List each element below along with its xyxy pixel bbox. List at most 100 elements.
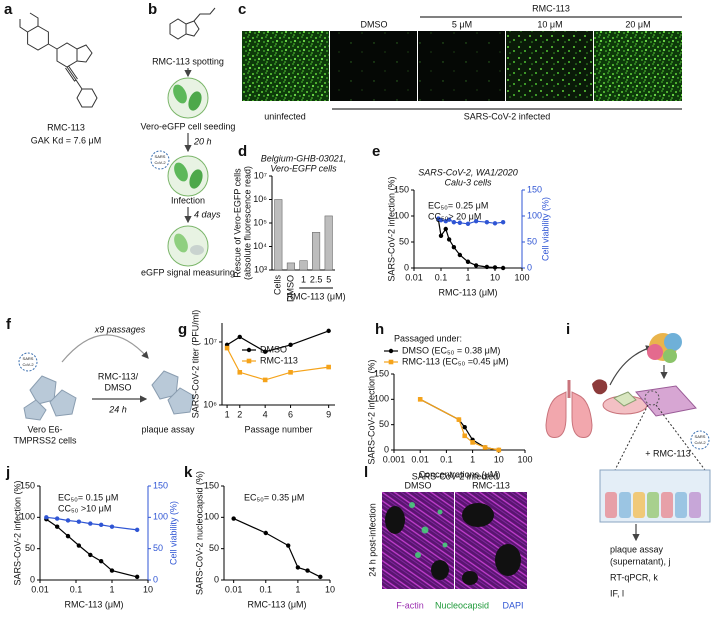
x-tick-label: 0.01 — [31, 584, 49, 594]
readout-label: IF, l — [610, 588, 624, 598]
indole-ring — [185, 7, 216, 37]
bar — [312, 232, 321, 271]
x-axis-label: RMC-113 (μM) — [64, 599, 123, 609]
x-tick-label: 100 — [514, 272, 529, 282]
y-tick-label: 10⁴ — [253, 241, 267, 251]
data-point — [98, 559, 104, 564]
virus-badge — [150, 150, 170, 170]
dark-region — [495, 544, 521, 576]
panel-label: e — [372, 143, 380, 160]
cell-cluster — [647, 333, 682, 363]
data-point — [109, 568, 115, 573]
well-icon — [167, 77, 209, 119]
x-tick-label: 10 — [490, 272, 500, 282]
well-plate — [635, 385, 697, 417]
y-tick-label: 100 — [394, 210, 409, 220]
y-tick-label: 0 — [384, 444, 389, 454]
cell-icon — [189, 169, 203, 189]
legend-label: DMSO (EC₅₀ = 0.38 μM) — [402, 345, 500, 355]
x-tick-label: 1 — [225, 409, 230, 419]
data-point — [262, 349, 268, 354]
passage-label: x9 passages — [94, 324, 146, 334]
infected-cell — [409, 502, 415, 508]
data-point — [109, 524, 115, 529]
chart-title: Belgium-GHB-03021, — [261, 153, 347, 163]
row-label: 24 h post-infection — [367, 503, 377, 577]
micrograph-cells — [418, 31, 505, 101]
tissue-slice — [613, 391, 637, 407]
lung-icon — [571, 391, 593, 438]
x-tick-label: 0.1 — [260, 584, 273, 594]
y-tick-label: 10³ — [254, 264, 267, 274]
chart-title: Vero-EGFP cells — [270, 163, 337, 173]
y-tick-label: 150 — [394, 184, 409, 194]
x-tick-label: 10 — [325, 584, 335, 594]
x-tick-label: 0.01 — [225, 584, 243, 594]
x-tick-label: 100 — [517, 454, 532, 464]
y2-axis-label: Cell viability (%) — [168, 501, 178, 565]
time-label: 24 h — [108, 404, 127, 414]
micrograph-cells — [594, 31, 682, 101]
series-line — [45, 518, 138, 578]
cell-icon — [188, 91, 202, 111]
y-axis-label: Rescue of Vero-EGFP cells — [232, 168, 242, 278]
methoxy-group — [19, 12, 39, 33]
y-axis-label: (absolute fluorescence read) — [242, 166, 252, 280]
legend-marker — [246, 347, 252, 353]
data-point — [443, 226, 448, 232]
data-point — [54, 516, 60, 521]
panel-label: a — [4, 1, 13, 18]
data-point — [482, 445, 488, 450]
axis — [393, 374, 525, 451]
column-label: 5 μM — [452, 19, 472, 29]
data-point — [438, 233, 444, 238]
data-point — [54, 524, 60, 529]
virus-text: CoV-2 — [22, 362, 34, 367]
channel-label: F-actin — [396, 600, 424, 610]
data-point — [492, 221, 498, 226]
panel-label: k — [184, 464, 193, 481]
y-tick-label: 10⁶ — [253, 194, 267, 204]
passage-arrow — [61, 334, 149, 363]
cluster-blob — [647, 344, 663, 360]
alkyne — [65, 65, 83, 90]
channel-label: Nucleocapsid — [435, 600, 489, 610]
y-tick-label: 100 — [20, 512, 35, 522]
treatment-label: + RMC-113 — [645, 448, 691, 458]
x-tick-label: 0.001 — [383, 454, 406, 464]
y-tick-label: 100 — [374, 394, 389, 404]
x-tick-label: 1 — [109, 584, 114, 594]
epithelium-cells — [605, 492, 701, 518]
virus-badge — [690, 430, 710, 450]
cells-icon — [23, 375, 77, 421]
lung-icon — [545, 391, 567, 438]
data-point — [446, 237, 452, 242]
data-point — [231, 516, 236, 521]
data-point — [451, 245, 457, 250]
x-tick-label: 2.5 — [310, 274, 323, 284]
epithelial-cell — [647, 492, 659, 518]
legend-label: DMSO — [260, 344, 287, 354]
x-tick-label: 0.1 — [440, 454, 453, 464]
micrograph-cells — [506, 31, 593, 101]
data-point — [438, 217, 444, 223]
y-tick-label: 10⁶ — [203, 399, 217, 409]
data-point — [237, 334, 242, 340]
readout-label: (supernatant), j — [610, 556, 671, 566]
y-tick-label: 10⁷ — [204, 336, 217, 346]
data-point — [417, 397, 423, 402]
series-line — [233, 518, 321, 578]
data-point — [496, 447, 502, 453]
x-tick-label: 1 — [301, 274, 306, 284]
epithelial-cell — [689, 492, 701, 518]
data-point — [484, 220, 490, 225]
y-tick-label: 50 — [399, 236, 409, 246]
data-point — [456, 417, 462, 422]
cell-shape — [49, 389, 77, 417]
treatment-label: DMSO — [105, 382, 132, 392]
data-point — [500, 220, 506, 225]
legend-marker — [388, 359, 394, 365]
data-point — [88, 552, 93, 558]
y-axis-label: SARS-CoV-2 titer (PFU/ml) — [190, 310, 200, 419]
cell-shape — [151, 370, 179, 400]
